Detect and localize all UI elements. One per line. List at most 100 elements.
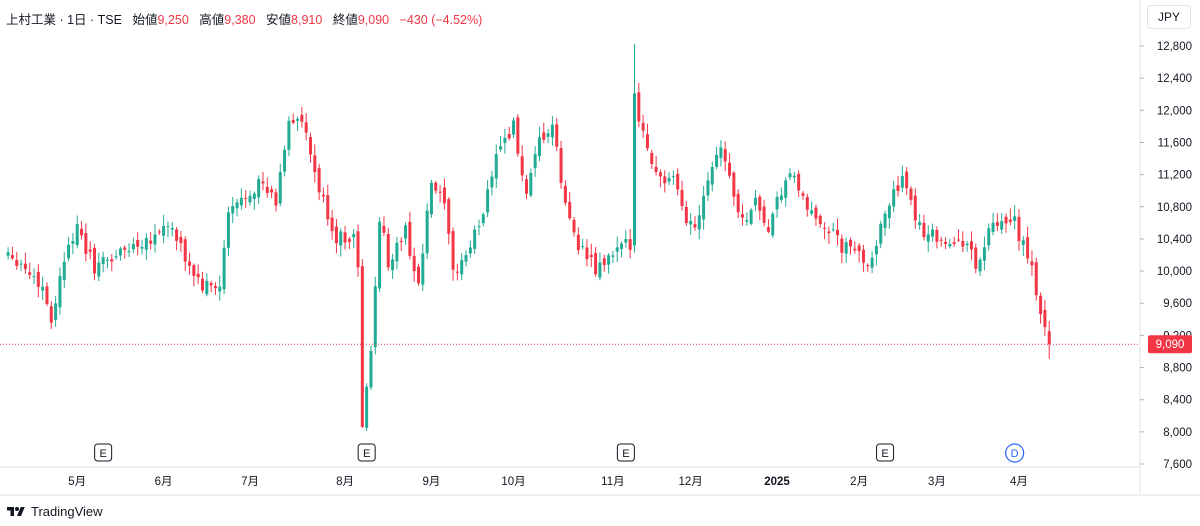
candle-body[interactable]: [624, 238, 628, 243]
candle-body[interactable]: [278, 172, 282, 204]
candle-body[interactable]: [300, 114, 304, 122]
candle-body[interactable]: [360, 266, 364, 428]
candle-body[interactable]: [123, 247, 127, 250]
candle-body[interactable]: [555, 124, 559, 147]
candle-body[interactable]: [974, 247, 978, 269]
candle-body[interactable]: [641, 122, 645, 131]
candle-body[interactable]: [1047, 331, 1051, 345]
candle-body[interactable]: [291, 119, 295, 123]
candle-body[interactable]: [818, 215, 822, 225]
candle-body[interactable]: [792, 175, 796, 178]
candle-body[interactable]: [110, 259, 114, 262]
candle-body[interactable]: [434, 182, 438, 191]
candle-body[interactable]: [287, 120, 291, 150]
candle-body[interactable]: [334, 226, 338, 244]
candle-body[interactable]: [823, 227, 827, 229]
candle-body[interactable]: [702, 195, 706, 220]
candle-body[interactable]: [991, 222, 995, 232]
candle-body[interactable]: [270, 189, 274, 193]
candle-body[interactable]: [615, 247, 619, 252]
candle-body[interactable]: [892, 189, 896, 207]
candle-body[interactable]: [317, 168, 321, 193]
candle-body[interactable]: [931, 229, 935, 237]
candle-body[interactable]: [118, 248, 122, 256]
candle-body[interactable]: [417, 266, 420, 284]
candle-body[interactable]: [529, 172, 533, 196]
candle-body[interactable]: [645, 134, 649, 149]
candle-body[interactable]: [559, 148, 563, 183]
candle-body[interactable]: [369, 351, 373, 388]
candle-body[interactable]: [598, 262, 602, 278]
candle-body[interactable]: [451, 231, 455, 270]
candle-body[interactable]: [84, 233, 88, 254]
candle-body[interactable]: [356, 231, 360, 268]
candle-body[interactable]: [15, 260, 19, 266]
candle-body[interactable]: [166, 226, 170, 228]
candle-body[interactable]: [525, 179, 528, 194]
candle-body[interactable]: [905, 171, 909, 189]
candle-body[interactable]: [710, 167, 714, 185]
candle-body[interactable]: [136, 240, 140, 247]
candle-body[interactable]: [909, 188, 913, 200]
candle-body[interactable]: [36, 272, 40, 287]
candle-body[interactable]: [736, 193, 740, 213]
candle-body[interactable]: [101, 257, 105, 264]
candle-body[interactable]: [745, 220, 749, 222]
candle-body[interactable]: [1026, 237, 1030, 259]
candle-body[interactable]: [330, 217, 334, 232]
candle-body[interactable]: [805, 196, 809, 210]
candle-body[interactable]: [633, 93, 636, 246]
candle-body[interactable]: [728, 162, 732, 176]
candle-body[interactable]: [957, 239, 960, 241]
candle-body[interactable]: [144, 237, 148, 250]
candle-body[interactable]: [939, 239, 943, 241]
candle-body[interactable]: [481, 214, 485, 224]
candle-body[interactable]: [978, 259, 982, 272]
candle-body[interactable]: [922, 222, 926, 238]
candle-body[interactable]: [900, 176, 904, 188]
candle-body[interactable]: [1017, 216, 1021, 242]
candle-body[interactable]: [283, 149, 287, 172]
earnings-marker[interactable]: [94, 443, 113, 462]
candle-body[interactable]: [887, 205, 891, 219]
candle-body[interactable]: [494, 154, 498, 179]
candle-body[interactable]: [196, 273, 200, 278]
candle-body[interactable]: [866, 265, 870, 267]
candle-body[interactable]: [671, 176, 675, 178]
candle-body[interactable]: [326, 195, 330, 220]
candle-body[interactable]: [304, 122, 308, 133]
candle-body[interactable]: [105, 259, 109, 261]
candle-body[interactable]: [412, 255, 416, 272]
candle-body[interactable]: [386, 233, 390, 268]
brand-logo[interactable]: TradingView: [6, 504, 103, 519]
candle-body[interactable]: [41, 286, 45, 291]
candle-body[interactable]: [969, 241, 973, 250]
candle-body[interactable]: [836, 229, 840, 236]
candle-body[interactable]: [585, 247, 589, 260]
candle-body[interactable]: [261, 181, 265, 184]
candle-body[interactable]: [918, 222, 922, 226]
candle-body[interactable]: [183, 239, 187, 262]
candle-body[interactable]: [861, 249, 865, 263]
candle-body[interactable]: [697, 215, 701, 230]
candle-body[interactable]: [827, 231, 831, 234]
candle-body[interactable]: [1021, 240, 1025, 245]
candle-body[interactable]: [460, 260, 464, 275]
candle-body[interactable]: [520, 156, 524, 176]
candle-body[interactable]: [589, 254, 593, 258]
candle-body[interactable]: [503, 137, 507, 143]
candle-body[interactable]: [667, 178, 671, 182]
candle-body[interactable]: [62, 261, 66, 280]
candle-body[interactable]: [490, 176, 494, 188]
candle-body[interactable]: [576, 234, 580, 251]
candle-body[interactable]: [352, 233, 356, 238]
candle-body[interactable]: [309, 137, 312, 155]
candle-body[interactable]: [239, 197, 243, 206]
currency-button[interactable]: JPY: [1147, 5, 1191, 29]
candle-body[interactable]: [499, 146, 503, 150]
candle-body[interactable]: [896, 185, 900, 191]
candle-body[interactable]: [723, 149, 727, 162]
candle-body[interactable]: [149, 240, 153, 244]
earnings-marker[interactable]: [357, 443, 376, 462]
candle-body[interactable]: [581, 246, 585, 248]
